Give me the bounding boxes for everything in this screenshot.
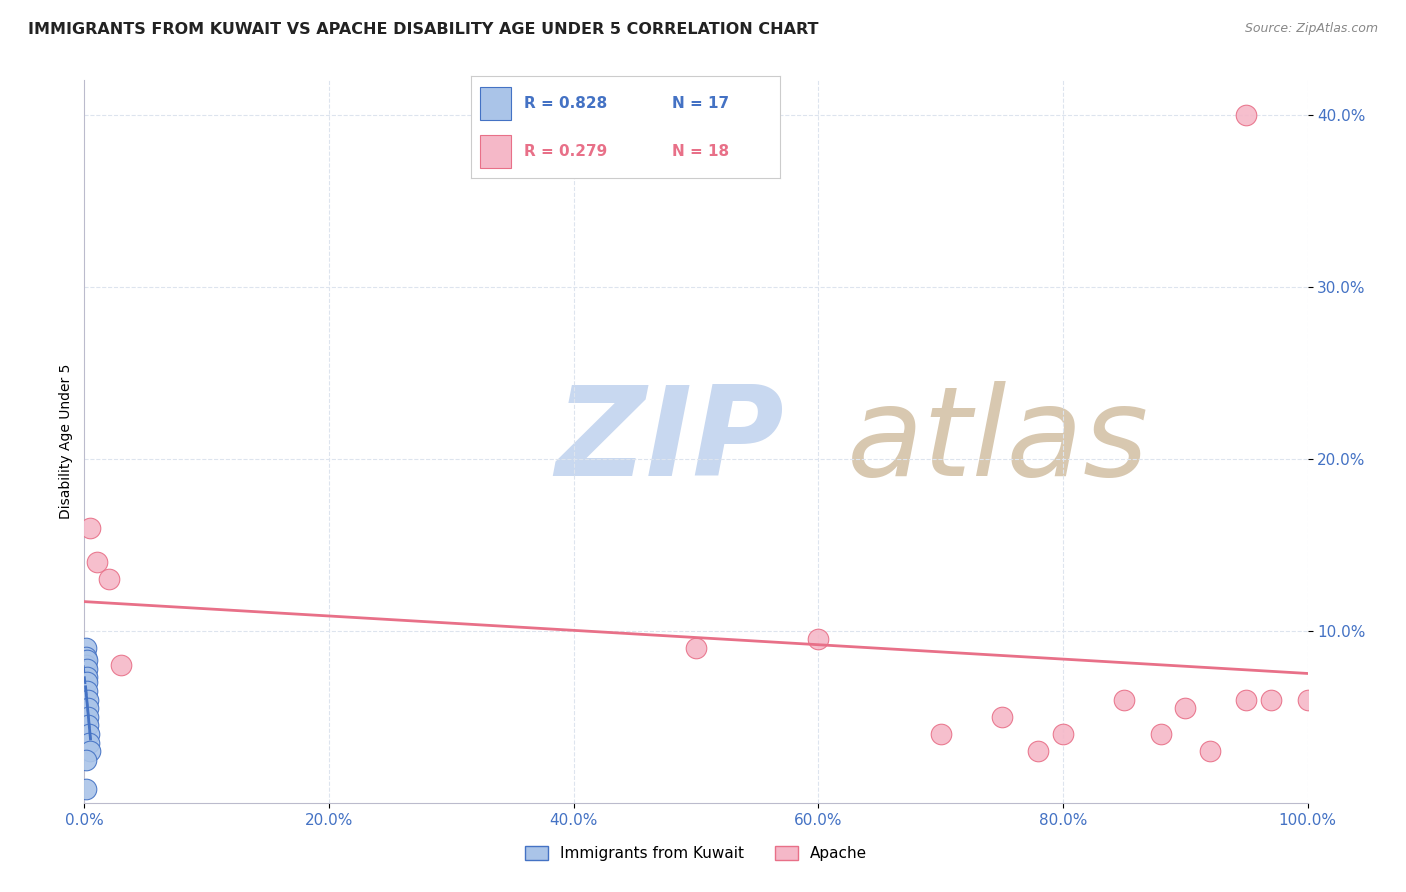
Text: R = 0.828: R = 0.828 [523, 96, 607, 111]
Point [77, 727, 100, 741]
Point [77, 692, 100, 706]
Point [76, 684, 98, 698]
Point [76, 662, 98, 676]
Point [75, 658, 97, 673]
Point [86, 555, 108, 569]
Point [76, 675, 98, 690]
Point [110, 658, 132, 673]
Point [807, 632, 830, 647]
Point [929, 727, 952, 741]
Point [1260, 692, 1282, 706]
Y-axis label: Disability Age Under 5: Disability Age Under 5 [59, 364, 73, 519]
Point [77, 718, 100, 732]
Legend: Immigrants from Kuwait, Apache: Immigrants from Kuwait, Apache [519, 840, 873, 867]
Point [685, 640, 707, 655]
Text: atlas: atlas [846, 381, 1149, 502]
Point [1028, 744, 1050, 758]
Point [75, 782, 97, 797]
Point [1236, 692, 1258, 706]
Text: N = 18: N = 18 [672, 145, 730, 160]
Point [1296, 692, 1319, 706]
Text: N = 17: N = 17 [672, 96, 730, 111]
Point [76, 670, 98, 684]
Point [1052, 727, 1074, 741]
FancyBboxPatch shape [481, 87, 512, 120]
Point [77, 735, 100, 749]
Point [1150, 727, 1173, 741]
Point [75, 640, 97, 655]
Point [1114, 692, 1136, 706]
Point [79, 520, 101, 534]
Point [1198, 744, 1220, 758]
Point [991, 710, 1014, 724]
Point [97, 572, 120, 586]
Point [75, 649, 97, 664]
Point [77, 701, 100, 715]
Text: Source: ZipAtlas.com: Source: ZipAtlas.com [1244, 22, 1378, 36]
Point [77, 710, 100, 724]
Point [1174, 701, 1197, 715]
Point [79, 744, 101, 758]
Text: ZIP: ZIP [555, 381, 785, 502]
Point [75, 753, 97, 767]
Point [76, 653, 98, 667]
Text: R = 0.279: R = 0.279 [523, 145, 607, 160]
Point [1236, 108, 1258, 122]
FancyBboxPatch shape [481, 136, 512, 168]
Text: IMMIGRANTS FROM KUWAIT VS APACHE DISABILITY AGE UNDER 5 CORRELATION CHART: IMMIGRANTS FROM KUWAIT VS APACHE DISABIL… [28, 22, 818, 37]
